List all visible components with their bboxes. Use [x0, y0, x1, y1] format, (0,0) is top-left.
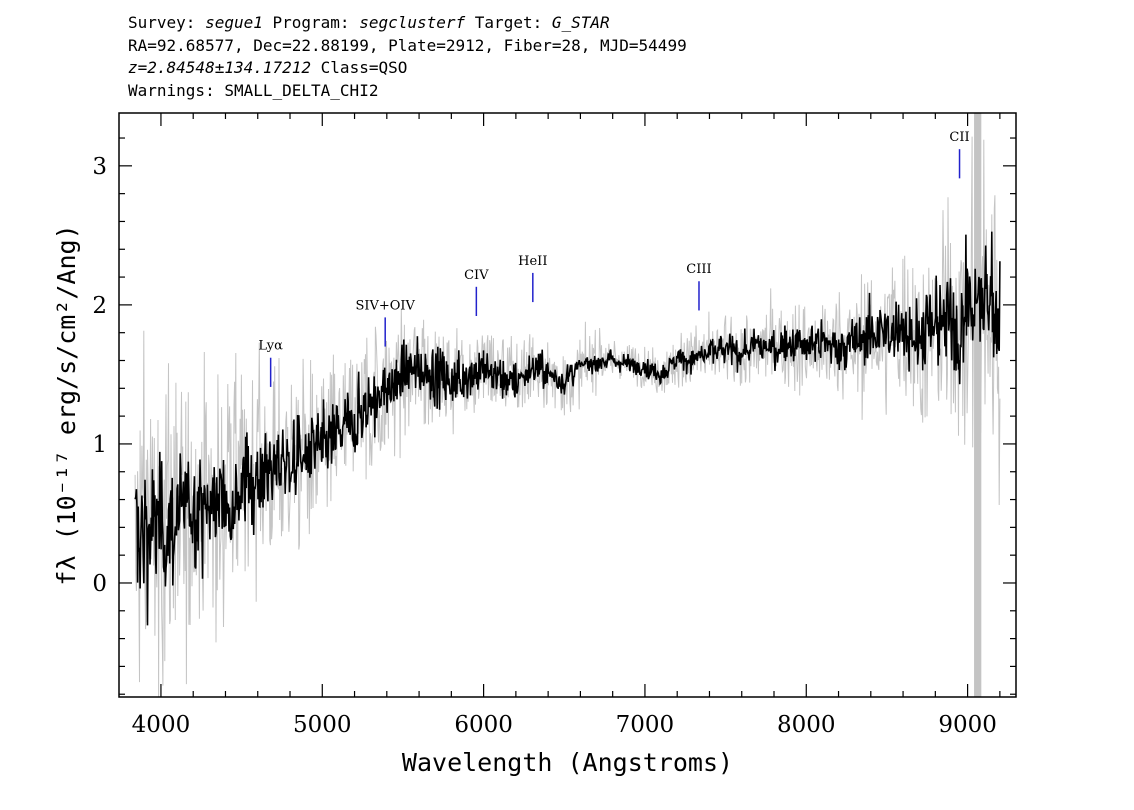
- error-series: [134, 136, 1001, 697]
- x-tick-label: 7000: [616, 712, 675, 738]
- x-tick-label: 9000: [938, 712, 997, 738]
- header-line-1: Survey: segue1 Program: segclusterf Targ…: [128, 12, 687, 35]
- flux-line: [134, 231, 1001, 626]
- flux-series: [134, 231, 1001, 626]
- line-marker: SIV+OIV: [355, 298, 416, 347]
- line-marker-label: CIII: [686, 262, 711, 277]
- survey-label: Survey:: [128, 13, 206, 32]
- line-marker: CII: [949, 130, 970, 179]
- bad-region-band: [974, 113, 982, 697]
- emission-line-markers: Lyα SIV+OIV CIV HeII CIII CII: [258, 130, 970, 387]
- line-marker: Lyα: [258, 339, 283, 387]
- header-line-2: RA=92.68577, Dec=22.88199, Plate=2912, F…: [128, 35, 687, 55]
- x-tick-label: 5000: [293, 712, 352, 738]
- target-label: Target:: [465, 13, 552, 32]
- line-marker-label: HeII: [518, 254, 547, 269]
- line-marker-label: Lyα: [258, 339, 283, 354]
- line-marker: HeII: [518, 254, 547, 303]
- line-marker-label: CIV: [464, 268, 489, 283]
- y-tick-label: 3: [92, 154, 107, 180]
- header-line-3: z=2.84548±134.17212 Class=QSO: [128, 57, 687, 80]
- survey-value: segue1: [205, 13, 263, 32]
- redshift-value: z=2.84548±134.17212: [128, 58, 312, 77]
- target-value: G_STAR: [551, 13, 610, 32]
- program-value: segclusterf: [359, 13, 466, 32]
- line-marker-label: CII: [949, 130, 969, 145]
- axis-ticks: [119, 113, 1016, 697]
- line-marker-label: SIV+OIV: [355, 298, 415, 313]
- y-tick-label: 0: [92, 571, 107, 597]
- plot-frame: [118, 112, 1017, 698]
- header-line-4: Warnings: SMALL_DELTA_CHI2: [128, 80, 379, 100]
- spectrum-header: Survey: segue1 Program: segclusterf Targ…: [128, 12, 687, 102]
- y-tick-label: 1: [92, 432, 107, 458]
- x-tick-label: 4000: [132, 712, 191, 738]
- x-tick-label: 8000: [777, 712, 836, 738]
- bad-region-rect: [974, 113, 982, 697]
- program-label: Program:: [262, 13, 360, 32]
- y-tick-label: 2: [92, 293, 107, 319]
- axis-tick-labels: 4000 5000 6000 7000 8000 9000 0 1 2 3: [92, 154, 997, 738]
- error-line: [134, 136, 1001, 697]
- line-marker: CIII: [686, 262, 712, 311]
- y-axis-label: fλ (10⁻¹⁷ erg/s/cm²/Ang): [52, 224, 81, 585]
- x-tick-label: 6000: [454, 712, 513, 738]
- line-marker: CIV: [464, 268, 489, 317]
- x-axis-label: Wavelength (Angstroms): [402, 748, 733, 777]
- class-value: Class=QSO: [311, 58, 408, 77]
